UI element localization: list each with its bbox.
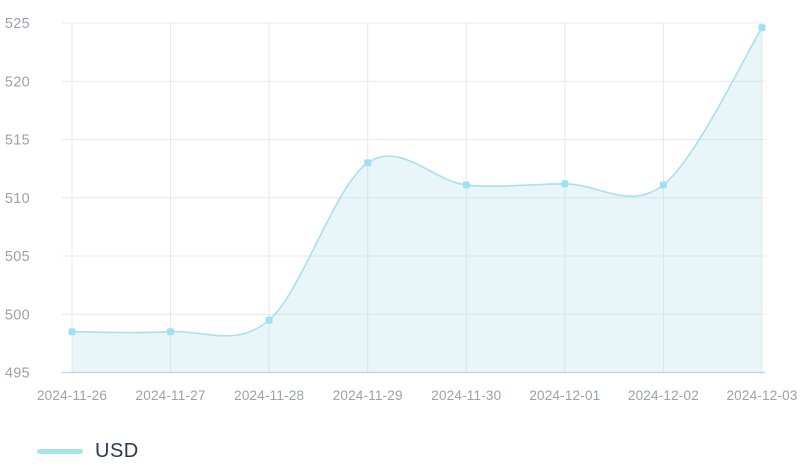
x-axis-tick-label: 2024-12-01 (529, 388, 600, 403)
data-point-marker[interactable] (659, 181, 667, 189)
y-axis-tick-label: 500 (5, 307, 30, 323)
x-axis-tick-label: 2024-11-29 (333, 388, 403, 403)
series-area-fill (72, 27, 762, 373)
y-axis-tick-label: 515 (5, 133, 30, 149)
chart-canvas: 495 500 505 510 515 520 525 2024-11-26 2024-11-2… (5, 16, 797, 403)
data-point-marker[interactable] (758, 24, 766, 32)
data-point-marker[interactable] (68, 328, 76, 336)
legend-label-usd: USD (95, 440, 139, 462)
y-axis-tick-label: 495 (5, 366, 30, 382)
data-point-marker[interactable] (265, 316, 273, 324)
legend-item-usd[interactable]: USD (37, 440, 139, 463)
y-axis-tick-label: 505 (5, 249, 30, 265)
chart-legend: USD (37, 440, 139, 463)
x-axis-tick-label: 2024-11-27 (136, 388, 206, 403)
x-axis-tick-label: 2024-12-02 (628, 388, 699, 403)
y-axis-tick-label: 525 (5, 16, 30, 32)
legend-swatch-usd (37, 449, 83, 454)
data-point-marker[interactable] (462, 181, 470, 189)
y-axis-tick-label: 520 (5, 74, 30, 90)
data-point-marker[interactable] (364, 159, 372, 167)
x-axis-tick-label: 2024-12-03 (726, 388, 797, 403)
y-axis-tick-label: 510 (5, 191, 30, 207)
data-point-marker[interactable] (561, 180, 569, 188)
x-axis-tick-label: 2024-11-26 (37, 388, 107, 403)
x-axis-tick-label: 2024-11-28 (234, 388, 304, 403)
data-point-marker[interactable] (167, 328, 175, 336)
x-axis-tick-label: 2024-11-30 (431, 388, 501, 403)
